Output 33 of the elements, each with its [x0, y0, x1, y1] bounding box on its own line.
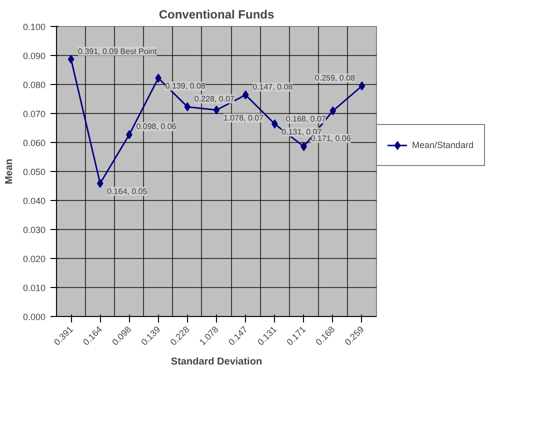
- data-label: 0.164, 0.05: [107, 186, 148, 196]
- point: [68, 54, 74, 64]
- y-tick-label: 0.090: [22, 51, 46, 61]
- y-tick-label: 0.100: [22, 22, 46, 32]
- y-tick-label: 0.040: [22, 196, 46, 206]
- y-tick-label: 0.010: [22, 283, 46, 293]
- point: [184, 102, 191, 112]
- data-label: 0.259, 0.08: [314, 73, 356, 82]
- chart-title: Conventional Funds: [158, 8, 274, 22]
- data-label: 0.168, 0.07: [286, 114, 326, 124]
- y-tick-label: 0.000: [22, 312, 46, 322]
- y-tick-label: 0.070: [22, 109, 46, 119]
- y-tick-label: 0.030: [22, 225, 46, 235]
- data-label: 0.131, 0.07: [282, 127, 322, 136]
- data-label: 0.147, 0.08: [252, 82, 294, 92]
- x-axis-title: Standard Deviation: [170, 356, 262, 368]
- legend-label: Mean/Standard: [412, 140, 474, 150]
- data-label: 0.098, 0.06: [136, 122, 177, 132]
- point: [242, 90, 249, 100]
- y-tick-label: 0.080: [22, 80, 46, 90]
- y-tick-label: 0.020: [22, 254, 46, 264]
- data-label: 1.078, 0.07: [224, 114, 264, 123]
- data-label: 0.228, 0.07: [194, 94, 235, 104]
- point: [358, 81, 366, 90]
- point: [96, 178, 104, 188]
- y-axis-title: Mean: [4, 158, 15, 184]
- data-label: 0.171, 0.06: [310, 134, 352, 144]
- point: [330, 106, 336, 116]
- y-tick-label: 0.060: [22, 138, 46, 148]
- y-tick-label: 0.050: [22, 167, 46, 177]
- data-label: 0.391, 0.09 Best Point: [78, 46, 158, 56]
- data-label: 0.139, 0.08: [165, 82, 206, 91]
- point: [213, 106, 220, 115]
